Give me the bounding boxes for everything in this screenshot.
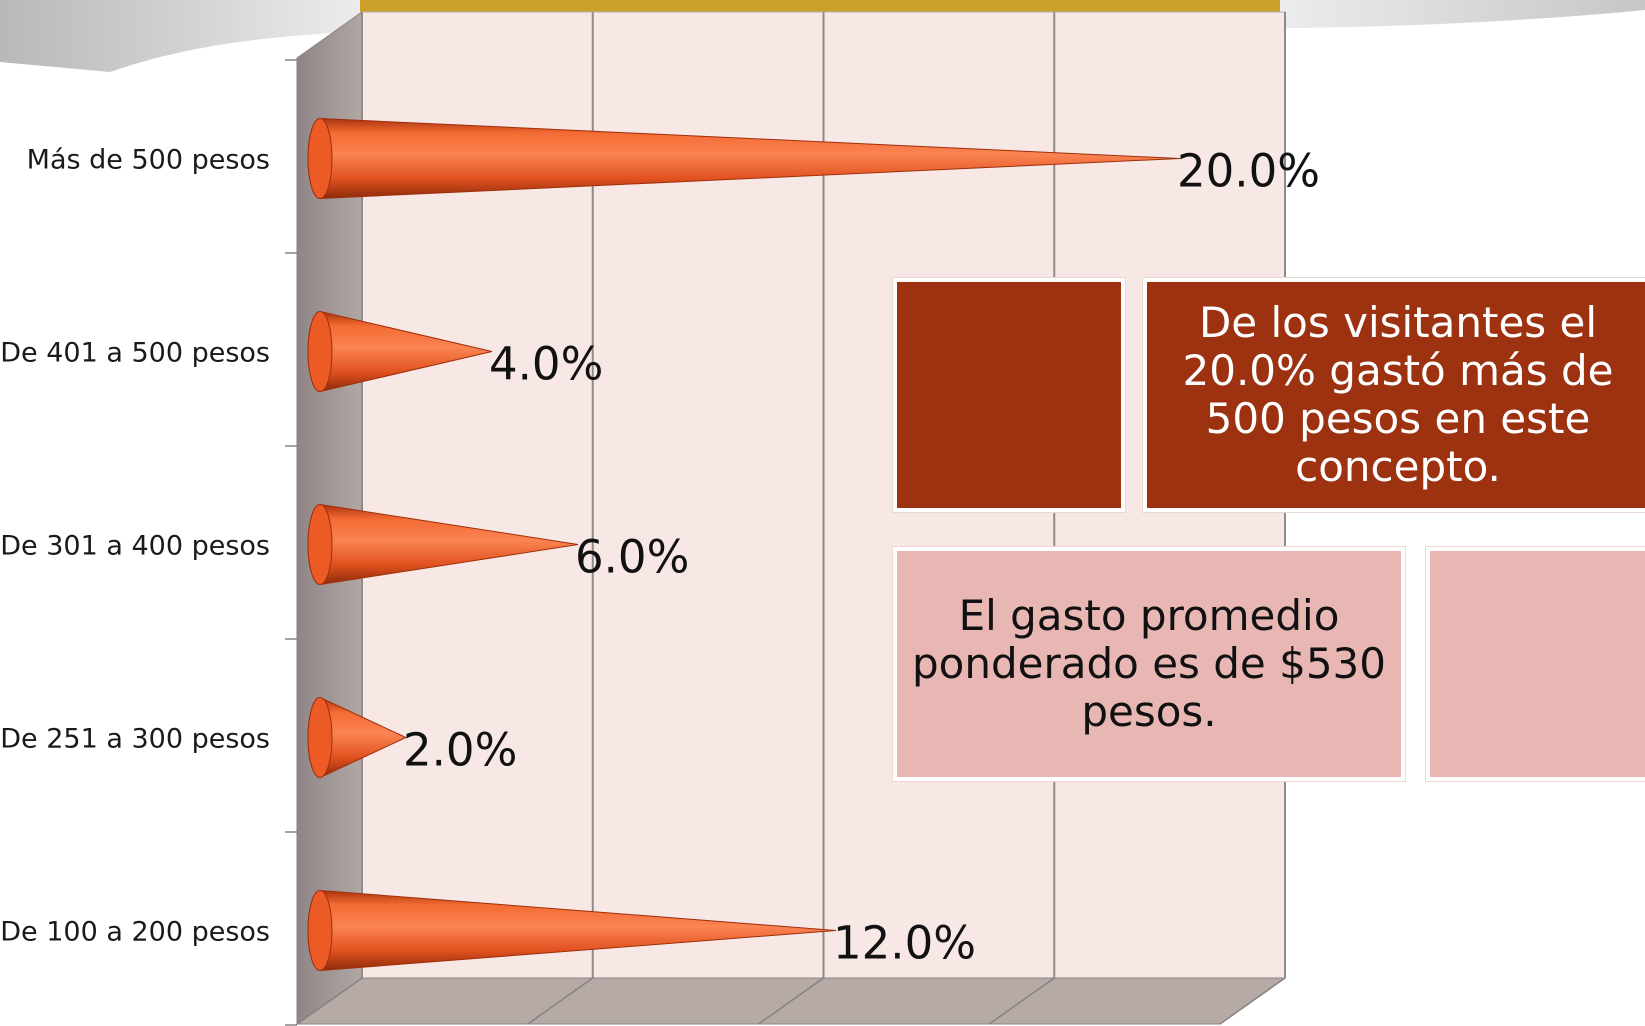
data-label: 6.0% xyxy=(575,531,689,584)
cone-base xyxy=(307,118,333,199)
category-label: De 401 a 500 pesos xyxy=(0,338,270,369)
cone-base xyxy=(307,890,333,971)
category-label: Más de 500 pesos xyxy=(27,145,270,176)
bar-series xyxy=(307,117,1181,972)
note-light-square xyxy=(1426,547,1645,781)
note-spend-over-500-text: De los visitantes el 20.0% gastó más de … xyxy=(1182,298,1614,491)
note-spend-over-500: De los visitantes el 20.0% gastó más de … xyxy=(1143,278,1645,512)
data-label: 4.0% xyxy=(489,338,603,391)
floor-gridline xyxy=(1219,977,1286,1025)
floor-gridline xyxy=(527,977,594,1025)
note-dark-square xyxy=(893,278,1125,512)
note-average-spend-text: El gasto promedio ponderado es de $530 p… xyxy=(912,591,1386,736)
floor-gridline xyxy=(296,977,363,1025)
floor-gridline xyxy=(988,977,1055,1025)
note-average-spend: El gasto promedio ponderado es de $530 p… xyxy=(893,547,1405,781)
data-label: 12.0% xyxy=(833,917,976,970)
cone-base xyxy=(307,504,333,585)
data-label: 2.0% xyxy=(403,724,517,777)
category-label: De 301 a 400 pesos xyxy=(0,531,270,562)
banner-gold-stripe xyxy=(360,0,1280,12)
labels-layer: Más de 500 pesos 20.0% De 401 a 500 pesos 4… xyxy=(0,145,1320,970)
cone-base xyxy=(307,311,333,392)
data-label: 20.0% xyxy=(1177,145,1320,198)
cone-base xyxy=(307,697,333,778)
category-label: De 251 a 300 pesos xyxy=(0,724,270,755)
category-label: De 100 a 200 pesos xyxy=(0,917,270,948)
floor-gridline xyxy=(758,977,824,1025)
y-axis-ticks xyxy=(285,59,297,1026)
